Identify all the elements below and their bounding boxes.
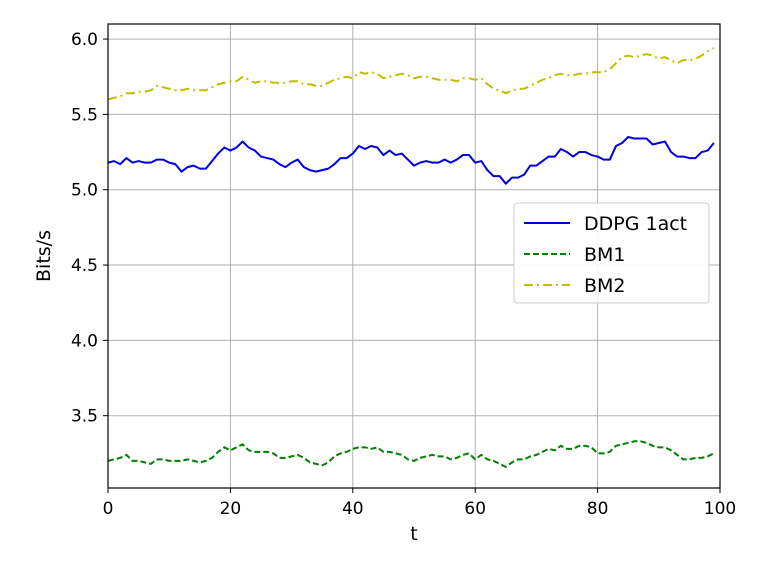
y-tick-label: 6.0 [71, 30, 98, 50]
x-tick-label: 0 [103, 499, 114, 519]
legend-label: DDPG 1act [584, 213, 687, 235]
series-line-bm2 [107, 47, 715, 101]
y-tick-label: 5.5 [71, 105, 98, 125]
ticks: 0 20 40 60 80 100 3.5 4.0 4.5 5.0 5.5 6.0 [71, 30, 736, 519]
series-line-ddpg-1act [107, 135, 715, 185]
plot-frame [107, 23, 721, 489]
x-tick-label: 100 [704, 499, 736, 519]
y-tick-label: 4.5 [71, 256, 98, 276]
y-tick-label: 5.0 [71, 181, 98, 201]
x-tick-label: 80 [587, 499, 609, 519]
legend: DDPG 1act BM1 BM2 [513, 202, 710, 304]
legend-label: BM1 [584, 244, 626, 266]
y-tick-label: 3.5 [71, 407, 98, 427]
legend-box [513, 202, 710, 304]
y-tick-label: 4.0 [71, 331, 98, 351]
x-tick-label: 40 [342, 499, 364, 519]
plot-series [107, 47, 715, 468]
x-axis-label: t [410, 523, 417, 545]
x-tick-label: 20 [220, 499, 242, 519]
legend-label: BM2 [584, 275, 626, 297]
y-axis-label: Bits/s [33, 230, 55, 282]
x-tick-label: 60 [464, 499, 486, 519]
grid [107, 24, 721, 488]
